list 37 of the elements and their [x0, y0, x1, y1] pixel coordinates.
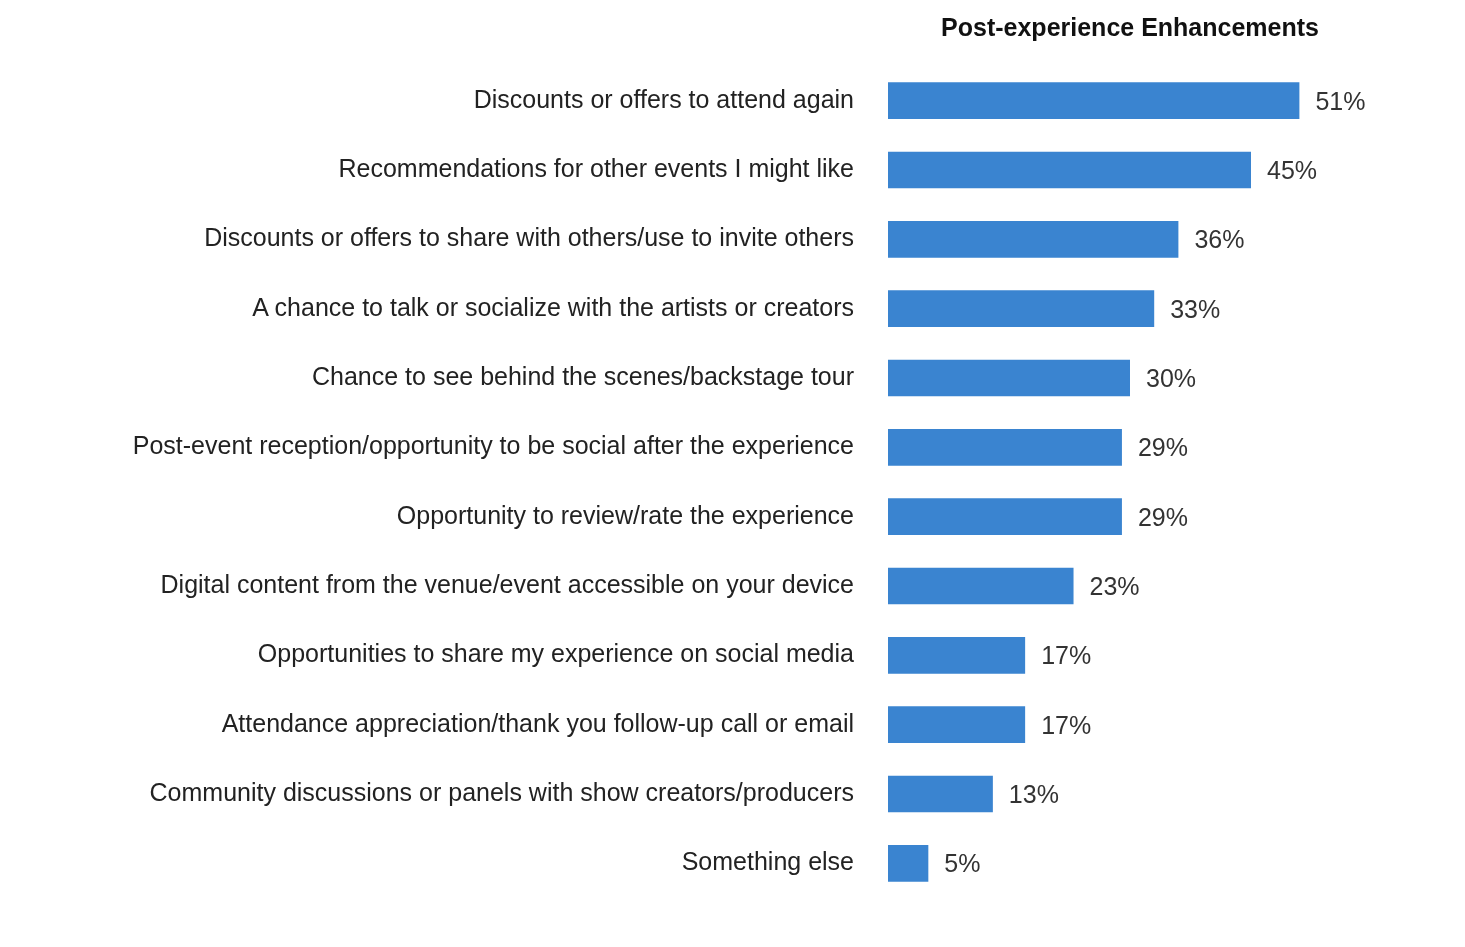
y-tick-label: A chance to talk or socialize with the artists or creators [252, 292, 854, 321]
data-label: 29% [1137, 502, 1188, 531]
y-tick-label: Digital content from the venue/event accessible on your device [160, 569, 854, 598]
bar [888, 82, 1300, 120]
y-tick-label: Post-event reception/opportunity to be social after the experience [132, 431, 854, 460]
bar [888, 844, 929, 882]
chart-title: Post-experience Enhancements [941, 12, 1319, 41]
data-label: 29% [1137, 433, 1188, 462]
bar [888, 567, 1074, 605]
data-label: 33% [1170, 294, 1221, 323]
data-label: 36% [1194, 225, 1245, 254]
data-label: 23% [1089, 571, 1140, 600]
y-tick-label: Community discussions or panels with show creators/producers [149, 777, 854, 806]
data-label: 30% [1146, 363, 1197, 392]
data-label: 13% [1008, 779, 1059, 808]
bar [888, 220, 1179, 258]
bar [888, 151, 1251, 189]
y-tick-label: Attendance appreciation/thank you follow-up call or email [221, 708, 854, 737]
bar [888, 636, 1026, 674]
y-tick-label: Something else [681, 847, 854, 876]
data-label: 5% [944, 849, 981, 878]
y-tick-label: Chance to see behind the scenes/backstage tour [311, 361, 854, 390]
y-tick-label: Discounts or offers to attend again [473, 84, 854, 113]
data-label: 45% [1267, 155, 1318, 184]
y-tick-label: Opportunity to review/rate the experience [396, 500, 854, 529]
y-tick-label: Recommendations for other events I might like [338, 153, 854, 182]
bar [888, 775, 993, 813]
y-tick-label: Opportunities to share my experience on social media [257, 639, 855, 668]
bar [888, 498, 1122, 536]
bar [888, 428, 1122, 466]
data-label: 17% [1041, 710, 1092, 739]
bar [888, 706, 1026, 744]
data-label: 17% [1041, 641, 1092, 670]
y-tick-label: Discounts or offers to share with others/use to invite others [204, 223, 854, 252]
data-label: 51% [1315, 86, 1366, 115]
bar [888, 359, 1130, 397]
bar [888, 290, 1155, 328]
